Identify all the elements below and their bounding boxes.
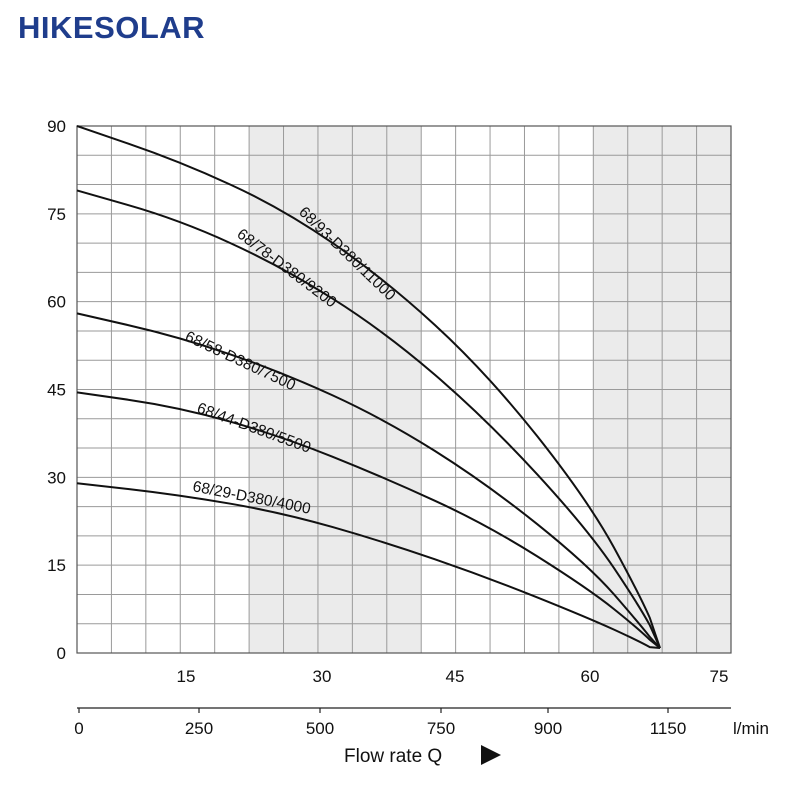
curve-68/29-D380/4000 — [76, 482, 661, 649]
x-axis-lmin: 0 250 500 750 900 1150 l/min — [74, 707, 769, 738]
curve-68/44-D380/5500 — [76, 391, 661, 649]
x-m3h-tick-label: 30 — [313, 667, 332, 686]
x-unit-label: l/min — [733, 719, 769, 738]
y-tick-label: 30 — [47, 468, 66, 487]
y-tick-label: 75 — [47, 205, 66, 224]
x-lmin-tick-label: 250 — [185, 719, 213, 738]
y-tick-label: 0 — [57, 644, 66, 663]
pump-curves — [76, 125, 661, 649]
x-lmin-tick-label: 750 — [427, 719, 455, 738]
curve-68/93-D380/11000 — [76, 125, 661, 649]
y-tick-label: 45 — [47, 381, 66, 400]
x-axis-lmin-ticks: 0 250 500 750 900 1150 — [74, 708, 686, 738]
y-tick-label: 15 — [47, 556, 66, 575]
x-axis-arrow-icon — [481, 745, 501, 765]
x-lmin-tick-label: 1150 — [650, 719, 687, 738]
x-lmin-tick-label: 0 — [74, 719, 83, 738]
curve-68/78-D380/9200 — [76, 189, 661, 649]
y-tick-label: 60 — [47, 293, 66, 312]
brand-logo: HIKESOLAR — [18, 10, 206, 45]
x-m3h-tick-label: 15 — [177, 667, 196, 686]
chart-grid — [76, 125, 732, 654]
x-lmin-tick-label: 900 — [534, 719, 562, 738]
plot-frame — [76, 125, 732, 654]
x-m3h-tick-label: 45 — [446, 667, 465, 686]
x-axis-m3h-ticks: 15 30 45 60 75 — [177, 667, 729, 686]
x-axis-title: Flow rate Q — [344, 746, 442, 767]
x-m3h-tick-label: 75 — [710, 667, 729, 686]
x-lmin-tick-label: 500 — [306, 719, 334, 738]
curve-68/58-D380/7500 — [76, 312, 661, 649]
y-axis-ticks: 0 15 30 45 60 75 90 — [47, 117, 66, 663]
y-tick-label: 90 — [47, 117, 66, 136]
x-m3h-tick-label: 60 — [581, 667, 600, 686]
